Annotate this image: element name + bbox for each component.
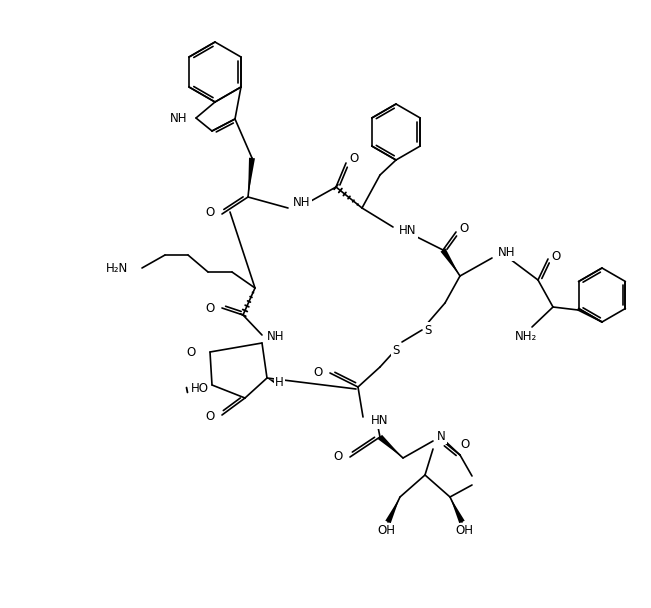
Polygon shape bbox=[441, 248, 460, 276]
Text: NH: NH bbox=[498, 246, 516, 260]
Polygon shape bbox=[450, 497, 465, 523]
Text: O: O bbox=[205, 302, 215, 314]
Text: NH: NH bbox=[267, 330, 284, 342]
Text: S: S bbox=[393, 344, 400, 356]
Polygon shape bbox=[248, 157, 255, 197]
Text: O: O bbox=[205, 207, 215, 219]
Text: O: O bbox=[333, 451, 342, 463]
Polygon shape bbox=[378, 435, 403, 458]
Text: S: S bbox=[424, 323, 432, 336]
Text: O: O bbox=[313, 365, 323, 379]
Text: HO: HO bbox=[191, 382, 209, 395]
Text: O: O bbox=[460, 438, 469, 452]
Text: H: H bbox=[275, 376, 284, 389]
Text: OH: OH bbox=[377, 525, 395, 537]
Text: O: O bbox=[551, 249, 561, 263]
Text: HN: HN bbox=[371, 415, 389, 427]
Text: NH: NH bbox=[293, 196, 311, 209]
Text: NH: NH bbox=[169, 112, 187, 125]
Text: OH: OH bbox=[455, 525, 473, 537]
Polygon shape bbox=[267, 378, 283, 388]
Text: HN: HN bbox=[399, 224, 417, 238]
Polygon shape bbox=[385, 497, 400, 523]
Text: N: N bbox=[437, 429, 446, 443]
Text: O: O bbox=[460, 223, 469, 235]
Text: O: O bbox=[205, 410, 215, 423]
Text: H₂N: H₂N bbox=[105, 261, 128, 274]
Text: NH₂: NH₂ bbox=[515, 330, 537, 342]
Text: O: O bbox=[187, 345, 196, 359]
Text: O: O bbox=[350, 153, 359, 165]
